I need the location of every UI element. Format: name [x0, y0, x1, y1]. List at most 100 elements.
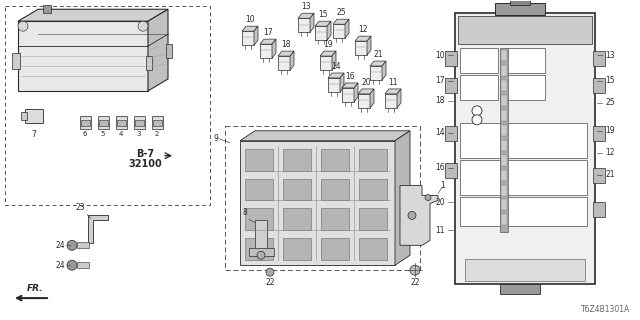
Circle shape — [67, 240, 77, 250]
Polygon shape — [298, 18, 310, 32]
Text: 20: 20 — [435, 198, 445, 207]
Circle shape — [138, 21, 148, 31]
Polygon shape — [320, 56, 332, 70]
Polygon shape — [310, 13, 314, 32]
Circle shape — [425, 195, 431, 201]
Text: 21: 21 — [605, 170, 615, 179]
Text: 17: 17 — [263, 28, 273, 37]
Bar — [25, 109, 43, 123]
Bar — [134, 116, 145, 129]
Bar — [501, 155, 507, 166]
Bar — [166, 44, 172, 58]
Bar — [245, 149, 273, 171]
Bar — [77, 262, 89, 268]
Bar — [249, 248, 274, 256]
Text: 16: 16 — [345, 72, 355, 81]
Text: 17: 17 — [435, 76, 445, 85]
Polygon shape — [355, 36, 371, 41]
Polygon shape — [148, 9, 168, 91]
Bar — [507, 123, 587, 158]
Polygon shape — [242, 31, 254, 45]
Text: 18: 18 — [435, 96, 445, 105]
Text: 4: 4 — [119, 131, 123, 137]
Bar — [135, 120, 144, 126]
Polygon shape — [242, 26, 258, 31]
Bar — [501, 170, 507, 180]
Text: B-7: B-7 — [136, 149, 154, 159]
Circle shape — [410, 265, 420, 275]
Bar — [495, 3, 545, 15]
Text: 10: 10 — [245, 15, 255, 24]
Text: 32100: 32100 — [128, 159, 162, 169]
Text: 15: 15 — [605, 76, 615, 85]
Bar — [21, 112, 27, 120]
Bar — [321, 208, 349, 230]
Polygon shape — [340, 73, 344, 92]
Text: 2: 2 — [155, 131, 159, 137]
Bar — [146, 56, 152, 70]
Bar — [445, 126, 457, 141]
Bar — [455, 13, 595, 284]
Text: 19: 19 — [605, 126, 615, 135]
Polygon shape — [254, 26, 258, 45]
Text: 14: 14 — [331, 62, 341, 71]
Bar — [359, 208, 387, 230]
Bar — [501, 65, 507, 76]
Text: 21: 21 — [373, 50, 383, 59]
Bar — [458, 16, 592, 44]
Polygon shape — [298, 13, 314, 18]
Text: 16: 16 — [435, 163, 445, 172]
Polygon shape — [320, 51, 336, 56]
Polygon shape — [367, 36, 371, 55]
Bar — [593, 51, 605, 66]
Bar — [359, 179, 387, 201]
Bar — [501, 185, 507, 196]
Text: 20: 20 — [361, 78, 371, 87]
Polygon shape — [278, 56, 290, 70]
Bar — [507, 75, 545, 100]
Bar — [501, 50, 507, 61]
Bar — [593, 203, 605, 217]
Text: 3: 3 — [137, 131, 141, 137]
Bar — [501, 125, 507, 136]
Polygon shape — [358, 94, 370, 108]
Bar — [460, 48, 498, 73]
Bar — [507, 48, 545, 73]
Polygon shape — [370, 61, 386, 66]
Bar — [283, 238, 311, 260]
Polygon shape — [370, 66, 382, 80]
Bar — [501, 140, 507, 151]
Bar — [501, 199, 507, 211]
Bar — [12, 53, 20, 69]
Bar — [593, 126, 605, 141]
Text: 9: 9 — [213, 134, 218, 143]
Bar — [321, 149, 349, 171]
Bar — [500, 284, 540, 294]
Polygon shape — [315, 21, 331, 26]
Bar — [321, 238, 349, 260]
Bar — [445, 78, 457, 93]
Bar — [359, 149, 387, 171]
Bar — [507, 196, 587, 226]
Text: 7: 7 — [31, 130, 36, 139]
Bar — [460, 160, 502, 195]
Polygon shape — [382, 61, 386, 80]
Polygon shape — [342, 83, 358, 88]
Text: 12: 12 — [605, 148, 615, 157]
Bar — [507, 160, 587, 195]
Polygon shape — [278, 51, 294, 56]
Text: 25: 25 — [336, 8, 346, 17]
Bar — [152, 116, 163, 129]
Text: 10: 10 — [435, 51, 445, 60]
Polygon shape — [240, 141, 395, 265]
Polygon shape — [332, 51, 336, 70]
Bar — [510, 0, 530, 5]
Polygon shape — [397, 89, 401, 108]
Text: 6: 6 — [83, 131, 87, 137]
Bar — [99, 120, 108, 126]
Bar — [5, 6, 210, 205]
Bar — [80, 116, 91, 129]
Polygon shape — [355, 41, 367, 55]
Bar — [501, 95, 507, 106]
Text: 12: 12 — [358, 25, 368, 34]
